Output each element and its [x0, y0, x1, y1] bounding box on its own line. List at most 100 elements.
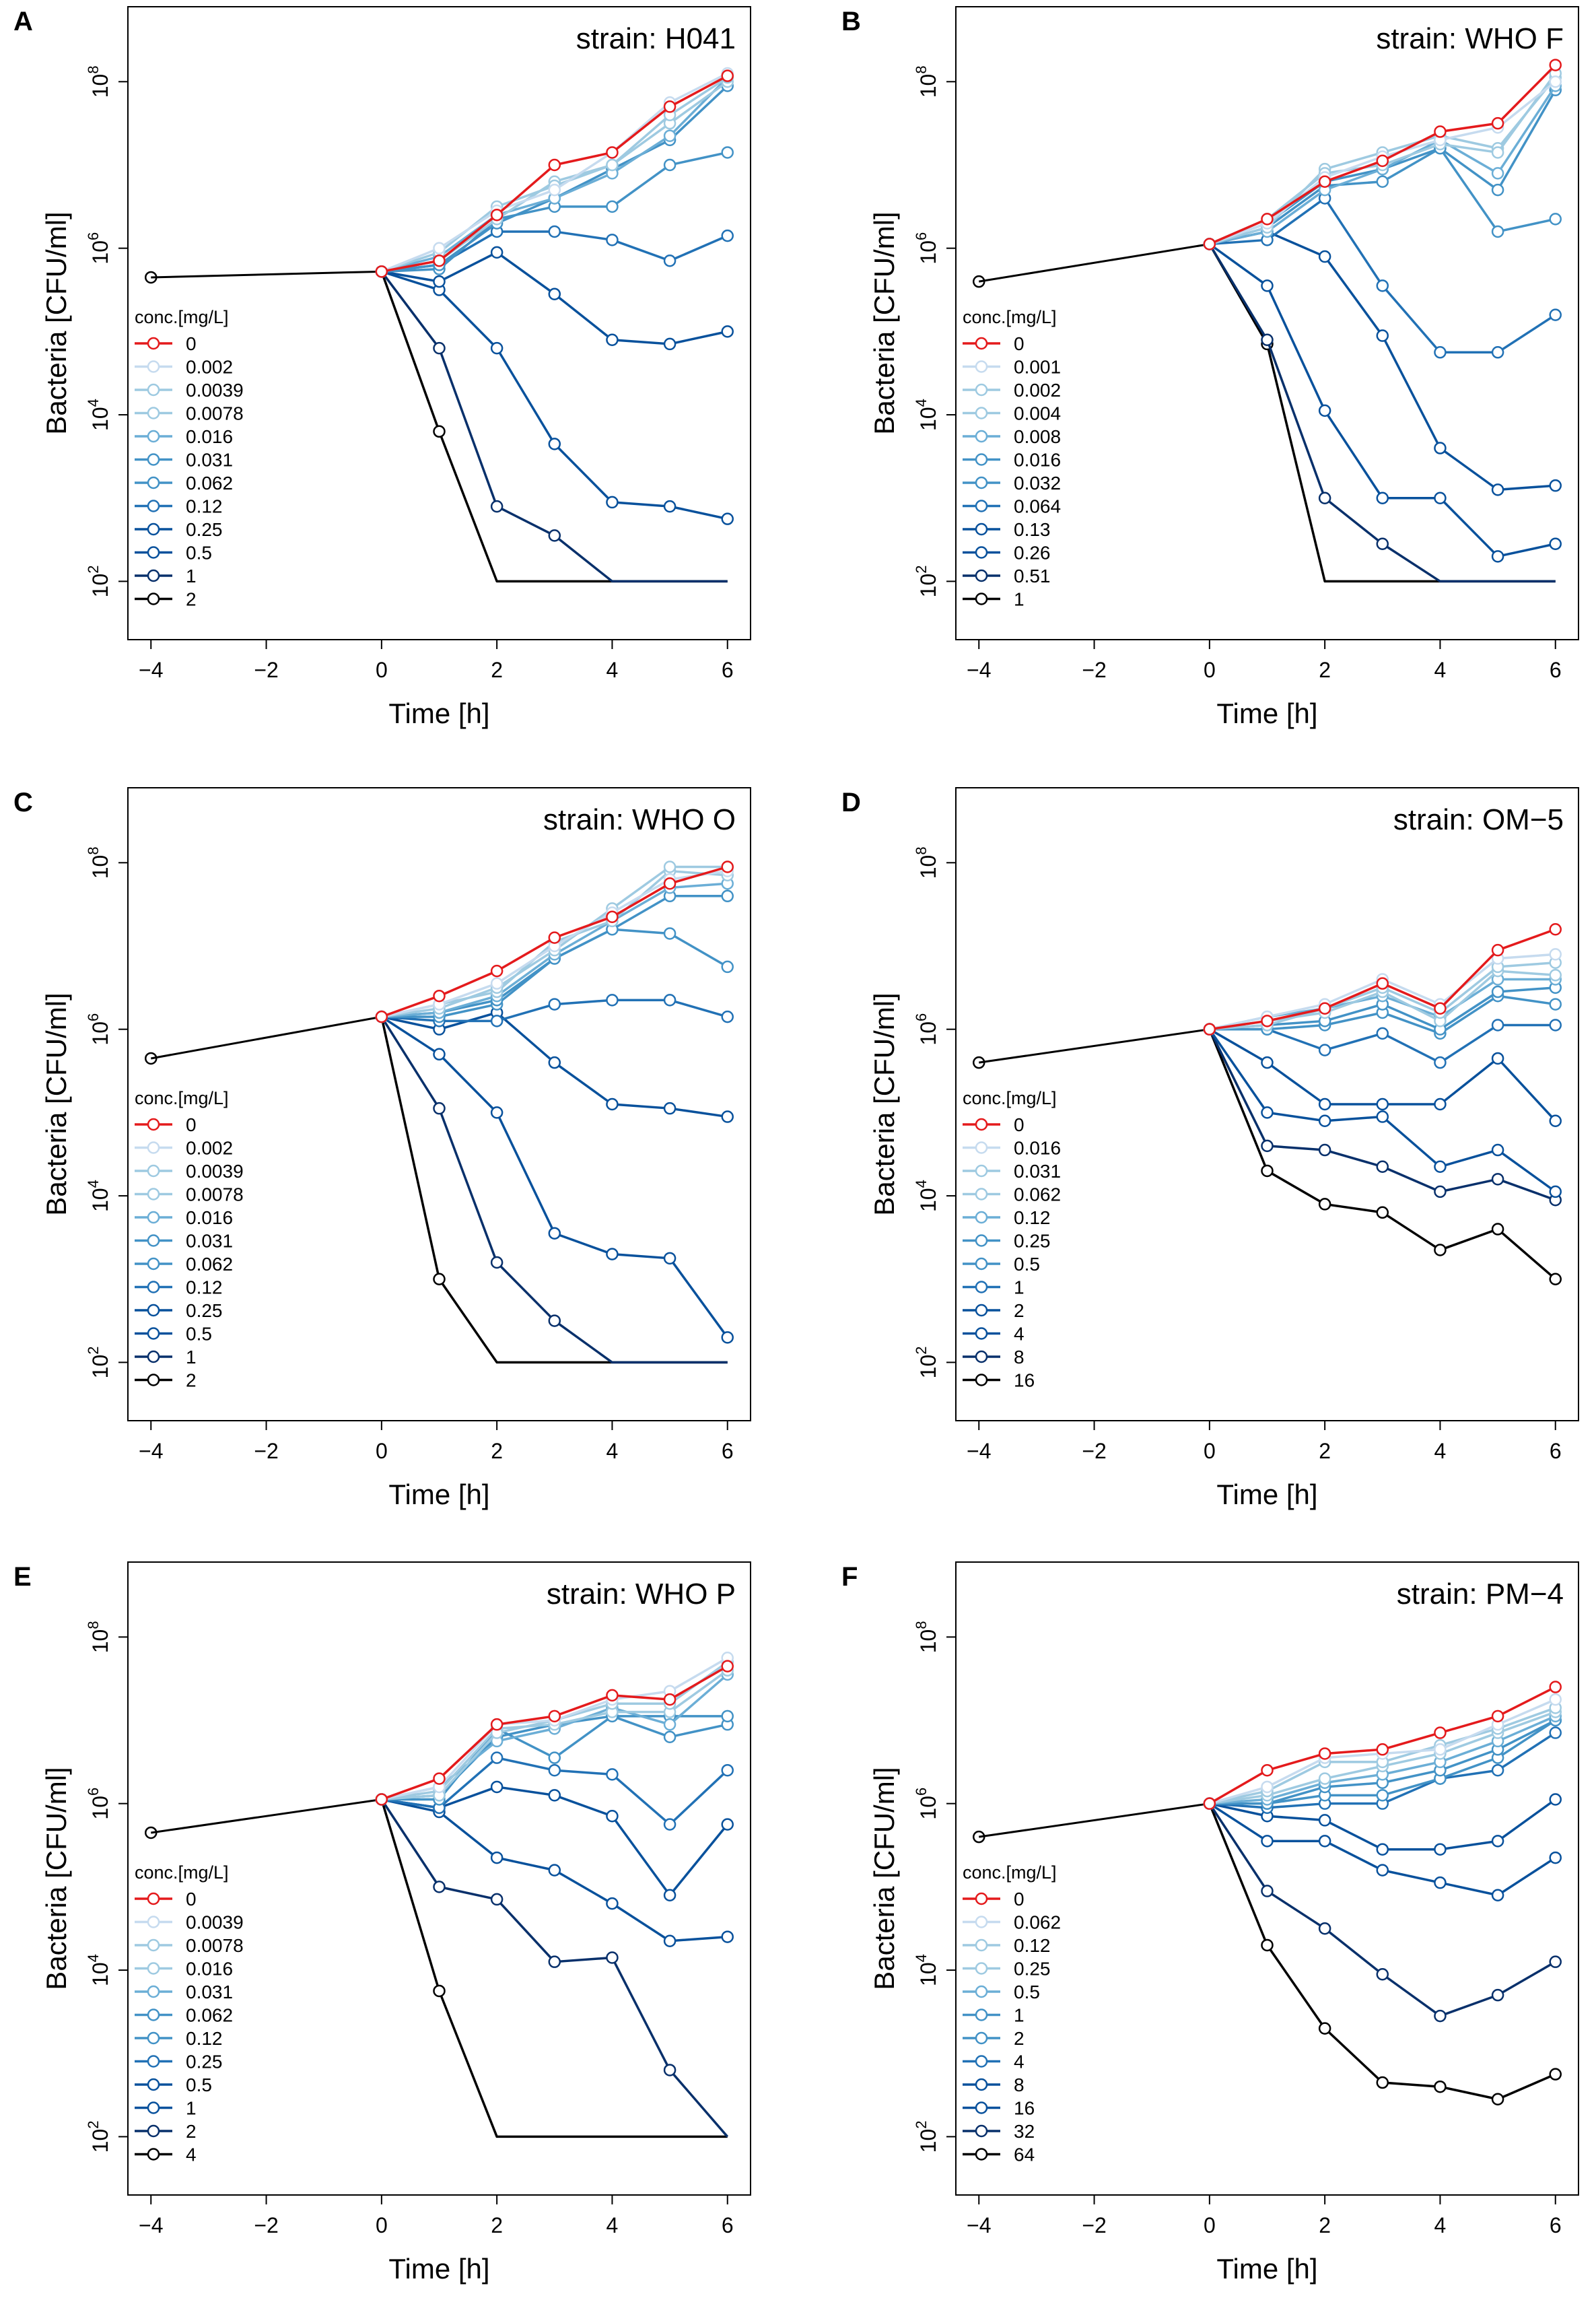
legend-entry-label: 4: [186, 2144, 197, 2165]
data-point: [1491, 1019, 1504, 1032]
legend-entry-label: 0.0039: [186, 380, 244, 401]
data-point: [606, 146, 619, 159]
y-tick-label: 106: [85, 1788, 112, 1820]
legend-entry-label: 0.016: [1014, 1138, 1061, 1159]
legend-entry-label: 16: [1014, 2098, 1035, 2119]
x-axis-label: Time [h]: [1216, 698, 1317, 729]
data-point: [1549, 1114, 1562, 1127]
legend-entry-label: 0.51: [1014, 566, 1051, 586]
data-point: [1318, 2022, 1331, 2035]
legend: conc.[mg/L]00.0010.0020.0040.0080.0160.0…: [963, 307, 1061, 610]
data-point: [1434, 346, 1447, 359]
series-16: [1203, 1023, 1562, 1285]
data-point: [721, 1110, 734, 1123]
legend-entry-label: 0.0078: [186, 403, 244, 424]
data-point: [1261, 1885, 1274, 1897]
legend-entry-label: 0: [186, 1889, 197, 1910]
x-tick-label: 2: [1319, 1439, 1331, 1463]
legend-entry-label: 0.26: [1014, 543, 1051, 564]
legend-entry-label: 0.002: [1014, 380, 1061, 401]
legend-swatch-marker: [147, 1962, 160, 1975]
legend-entry-label: 1: [186, 1347, 197, 1367]
data-point: [1549, 1681, 1562, 1693]
legend-entry-label: 0.032: [1014, 473, 1061, 494]
data-point: [663, 254, 676, 267]
x-axis: −4 −2 0 2 4 6: [139, 1421, 734, 1463]
x-tick-label: −4: [139, 1439, 163, 1463]
data-point: [1261, 1835, 1274, 1848]
data-point: [1549, 537, 1562, 551]
data-point: [1318, 1747, 1331, 1760]
plot-frame: [127, 787, 751, 1421]
legend-swatch-marker: [147, 1141, 160, 1154]
y-tick-label: 108: [85, 1621, 112, 1653]
baseline-line: [151, 1798, 382, 1834]
series-line: [1209, 230, 1556, 492]
data-point: [1549, 923, 1562, 936]
data-point: [1203, 1023, 1216, 1036]
data-point: [375, 1793, 388, 1806]
legend-swatch-marker: [975, 2031, 988, 2045]
legend-entry-label: 0.5: [186, 1324, 212, 1345]
legend-entry-label: 0.062: [1014, 1912, 1061, 1933]
data-point: [433, 1984, 446, 1998]
data-point: [1491, 1173, 1504, 1186]
data-point: [1261, 1780, 1274, 1794]
data-point: [663, 2064, 676, 2076]
data-point: [1434, 442, 1447, 454]
data-point: [1376, 1789, 1389, 1802]
legend-entry-label: 0.062: [186, 1254, 233, 1275]
data-point: [1376, 1743, 1389, 1756]
series-line: [381, 270, 728, 520]
data-point: [1261, 213, 1274, 226]
legend-entry-label: 2: [186, 2121, 197, 2142]
x-axis-label: Time [h]: [388, 2253, 489, 2285]
data-point: [433, 1102, 446, 1115]
data-point: [1261, 1015, 1274, 1027]
data-point: [548, 998, 561, 1011]
data-point: [721, 1331, 734, 1344]
data-point: [1434, 1160, 1447, 1174]
legend-entry-label: 0.5: [1014, 1982, 1040, 2002]
data-point: [490, 246, 504, 259]
baseline-series: [973, 243, 1210, 288]
legend-swatch-marker: [147, 1304, 160, 1317]
data-point: [433, 425, 446, 438]
legend-entry-label: 0.016: [186, 426, 233, 447]
legend-swatch-marker: [147, 2148, 160, 2161]
data-point: [433, 989, 446, 1003]
legend-swatch-marker: [147, 1188, 160, 1201]
data-point: [606, 333, 619, 346]
legend: conc.[mg/L]00.0020.00390.00780.0160.0310…: [135, 307, 244, 610]
x-tick-label: 6: [1550, 658, 1562, 682]
baseline-line: [151, 270, 382, 279]
series-0.13: [1203, 225, 1562, 496]
data-point: [721, 512, 734, 525]
series-line: [1208, 243, 1556, 583]
legend-entry-label: 0.0039: [186, 1161, 244, 1182]
data-point: [490, 208, 504, 222]
data-point: [1318, 250, 1331, 263]
legend-entry-label: 2: [186, 589, 197, 610]
legend-entry-label: 0.0078: [186, 1184, 244, 1205]
legend-title: conc.[mg/L]: [963, 1088, 1057, 1108]
x-axis-label: Time [h]: [388, 1479, 489, 1510]
legend-swatch-marker: [975, 1118, 988, 1131]
data-point: [1549, 2068, 1562, 2081]
data-point: [721, 960, 734, 974]
legend-swatch-marker: [975, 2055, 988, 2068]
data-point: [433, 1881, 446, 1893]
data-point: [548, 1056, 561, 1069]
data-point: [1549, 1185, 1562, 1198]
legend-swatch-marker: [147, 1281, 160, 1293]
data-point: [1376, 977, 1389, 990]
panel-title: strain: OM−5: [1393, 803, 1564, 836]
data-point: [606, 1897, 619, 1910]
data-point: [1434, 492, 1447, 504]
data-point: [721, 69, 734, 82]
legend-swatch-marker: [147, 1164, 160, 1178]
data-point: [1434, 1876, 1447, 1889]
